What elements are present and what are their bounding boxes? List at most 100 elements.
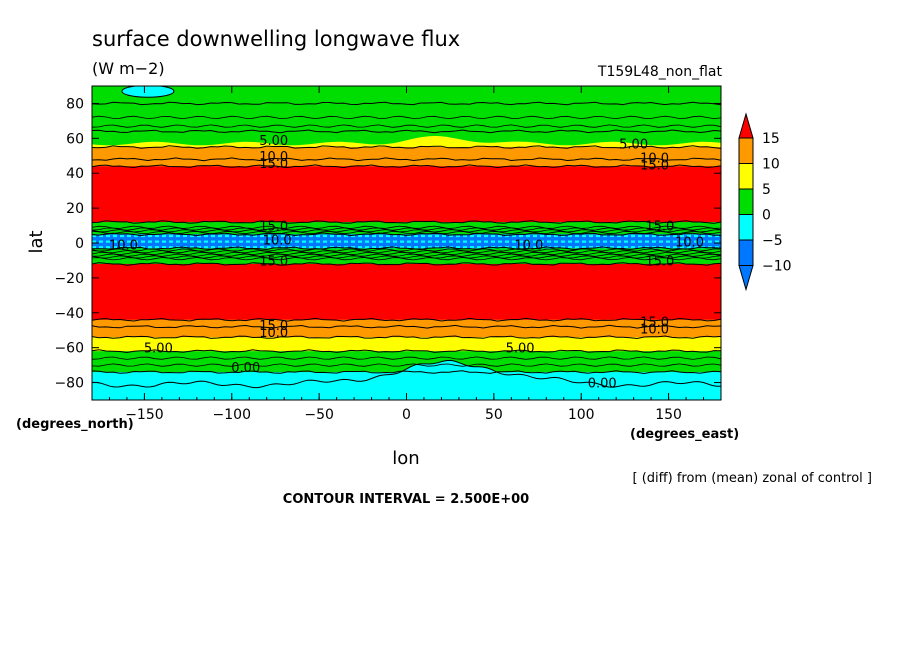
y-tick-label-0: 80 xyxy=(66,96,84,112)
diff-note: [ (diff) from (mean) zonal of control ] xyxy=(633,471,872,486)
y-tick-label-1: 60 xyxy=(66,131,84,147)
contour-line-9 xyxy=(92,317,721,322)
chart-title: surface downwelling longwave flux xyxy=(92,27,460,51)
contour-line-5 xyxy=(92,220,721,224)
contour-label-9: 10.0 xyxy=(514,239,543,254)
contour-label-15: 10.0 xyxy=(259,326,288,341)
x-axis-ticks: −150 −100 −50 0 50 100 150 xyxy=(108,86,705,423)
x-tick-label-4: 50 xyxy=(485,407,503,423)
contour-line-24 xyxy=(92,124,721,128)
contour-line-2 xyxy=(92,145,721,149)
contour-label-7: 10.0 xyxy=(263,234,292,249)
contour-line-11 xyxy=(92,335,721,340)
contour-line-0 xyxy=(92,101,721,106)
contour-lines xyxy=(92,101,721,375)
y-tick-label-3: 20 xyxy=(66,201,84,217)
contour-label-17: 10.0 xyxy=(640,322,669,337)
colorbar-segment-1 xyxy=(738,163,754,190)
colorbar-label-2: 5 xyxy=(762,182,771,198)
y-tick-label-8: −80 xyxy=(54,376,84,392)
contour-label-10: 15.0 xyxy=(645,220,674,235)
contour-label-19: 5.00 xyxy=(506,342,535,357)
contour-line-13 xyxy=(92,370,721,375)
zonal-band-10 xyxy=(92,326,721,338)
contour-line-10 xyxy=(92,324,721,329)
contour-label-14: 15.0 xyxy=(259,319,288,334)
y-tick-label-5: −20 xyxy=(54,271,84,287)
zonal-band-3 xyxy=(92,159,721,167)
zonal-band-11 xyxy=(92,337,721,352)
colorbar-segment-0 xyxy=(738,137,754,164)
contour-label-21: 0.00 xyxy=(588,377,617,392)
colorbar-label-0: 15 xyxy=(762,131,780,147)
run-label: T159L48_non_flat xyxy=(597,64,723,80)
zonal-band-9 xyxy=(92,319,721,328)
colorbar-over-arrow xyxy=(738,112,754,139)
contour-line-21 xyxy=(92,253,721,257)
contour-label-2: 15.0 xyxy=(259,157,288,172)
x-tick-label-1: −100 xyxy=(213,407,251,423)
colorbar-label-3: 0 xyxy=(762,208,771,224)
contour-label-6: 15.0 xyxy=(259,220,288,235)
contour-line-6 xyxy=(92,232,721,237)
zonal-band-12 xyxy=(92,351,721,373)
zonal-band-8 xyxy=(92,263,721,321)
contour-line-3 xyxy=(92,157,721,162)
contour-label-13: 15.0 xyxy=(645,254,674,269)
colorbar-segment-2 xyxy=(738,188,754,215)
chart-units: (W m−2) xyxy=(92,59,165,78)
colorbar-segment-3 xyxy=(738,214,754,241)
x-tick-label-5: 100 xyxy=(568,407,595,423)
contour-line-25 xyxy=(92,115,721,120)
antarctic-negative-region xyxy=(92,359,721,400)
y-tick-label-7: −60 xyxy=(54,341,84,357)
contour-line-8 xyxy=(92,262,721,266)
contour-label-0: 5.00 xyxy=(259,134,288,149)
x-axis-label: lon xyxy=(392,448,419,469)
x-tick-label-6: 150 xyxy=(655,407,682,423)
contour-label-18: 5.00 xyxy=(144,342,173,357)
zonal-band-4 xyxy=(92,166,721,223)
y-tick-label-2: 40 xyxy=(66,166,84,182)
colorbar-legend: 15 10 5 0 −5 −10 xyxy=(738,112,792,292)
contour-label-4: 10.0 xyxy=(640,152,669,167)
colorbar-label-5: −10 xyxy=(762,259,792,275)
contour-line-17 xyxy=(92,230,721,235)
contour-label-8: 10.0 xyxy=(109,239,138,254)
arctic-negative-blob xyxy=(121,86,175,98)
contour-line-12 xyxy=(92,349,721,354)
colorbar-segment-4 xyxy=(738,239,754,266)
contour-interval-text: CONTOUR INTERVAL = 2.500E+00 xyxy=(283,492,529,507)
contour-label-3: 5.00 xyxy=(619,138,648,153)
contour-label-16: 15.0 xyxy=(640,316,669,331)
y-tick-label-4: 0 xyxy=(75,236,84,252)
contour-line-4 xyxy=(92,164,721,169)
y-axis-unit-label: (degrees_north) xyxy=(16,417,134,432)
contour-line-23 xyxy=(92,257,721,261)
y-tick-label-6: −40 xyxy=(54,306,84,322)
contour-label-11: 10.0 xyxy=(675,235,704,250)
contour-label-1: 10.0 xyxy=(259,150,288,165)
colorbar-label-4: −5 xyxy=(762,233,783,249)
y-axis-label: lat xyxy=(26,230,47,253)
contour-line-1 xyxy=(92,129,721,134)
contour-line-27 xyxy=(92,363,721,367)
contour-label-5: 15.0 xyxy=(640,159,669,174)
y-axis-ticks: 80 60 40 20 0 −20 −40 −60 −80 xyxy=(54,96,721,392)
x-tick-label-0: −150 xyxy=(125,407,163,423)
zonal-band-6 xyxy=(92,234,721,249)
colorbar-under-arrow xyxy=(738,265,754,292)
x-tick-label-2: −50 xyxy=(304,407,334,423)
arctic-green-region xyxy=(92,86,721,146)
contour-line-26 xyxy=(92,356,721,360)
contour-line-15 xyxy=(92,227,721,231)
contour-label-20: 0.00 xyxy=(231,361,260,376)
contour-label-12: 15.0 xyxy=(259,254,288,269)
colorbar-label-1: 10 xyxy=(762,157,780,173)
x-axis-unit-label: (degrees_east) xyxy=(630,427,739,442)
x-tick-label-3: 0 xyxy=(402,407,411,423)
zonal-band-2 xyxy=(92,147,721,160)
